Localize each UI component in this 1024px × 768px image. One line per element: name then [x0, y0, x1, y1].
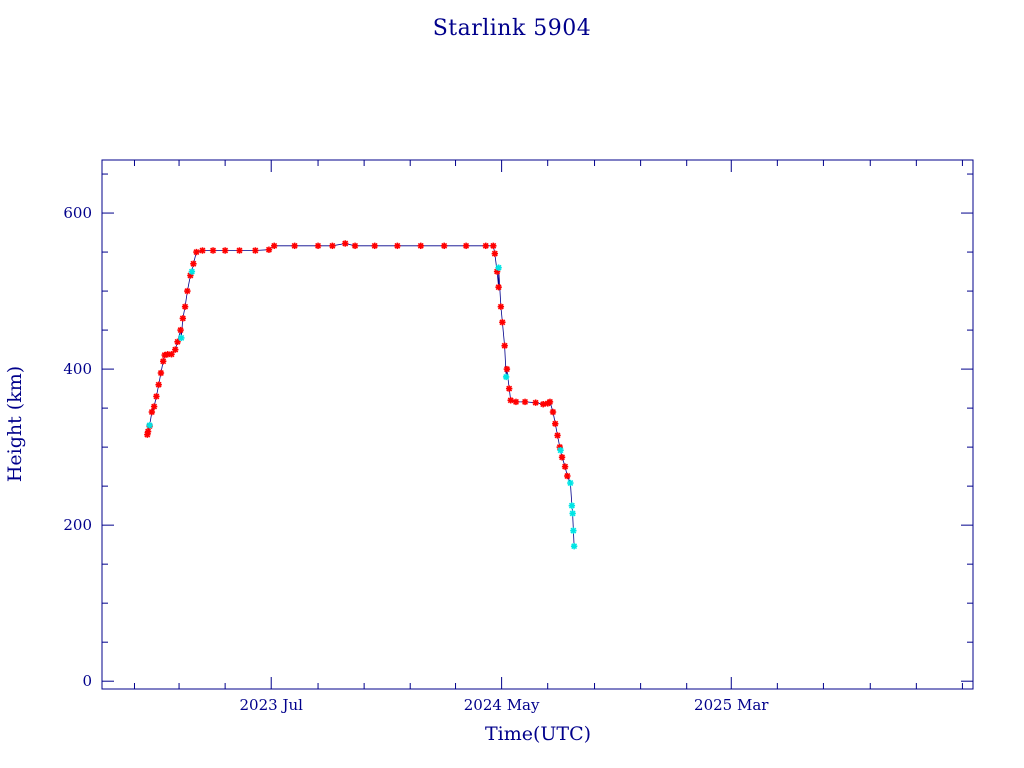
plot-frame — [101, 159, 974, 690]
data-point-main — [441, 242, 448, 250]
data-point-main — [144, 428, 152, 435]
data-point-highlight — [502, 373, 510, 381]
data-point-main — [181, 303, 189, 310]
x-tick-labels: 2023 Jul 2024 May 2025 Mar — [240, 696, 770, 714]
y-tick-label: 0 — [82, 672, 92, 690]
data-point-main — [499, 319, 506, 326]
data-point-main — [554, 432, 561, 439]
data-point-highlight — [568, 502, 576, 509]
data-point-main — [561, 463, 569, 470]
data-point-main — [153, 393, 160, 400]
x-axis-title: Time(UTC) — [485, 723, 591, 745]
data-point-main — [177, 326, 184, 334]
data-point-main — [549, 408, 557, 416]
y-axis-title: Height (km) — [4, 366, 26, 482]
data-point-main — [209, 247, 217, 254]
data-point-main — [168, 351, 175, 358]
data-point-main — [558, 454, 566, 461]
data-point-main — [184, 287, 191, 295]
data-point-highlight — [495, 264, 502, 271]
data-point-highlight — [146, 422, 153, 429]
data-point-main — [505, 385, 513, 392]
data-point-main — [236, 247, 243, 254]
data-point-highlight — [557, 447, 564, 454]
data-point-main — [193, 248, 200, 256]
data-point-main — [564, 472, 571, 480]
data-point-main — [532, 399, 539, 406]
data-point-main — [157, 369, 165, 377]
data-point-main — [462, 242, 470, 250]
y-tick-label: 600 — [63, 204, 92, 222]
trajectory-line — [146, 243, 575, 547]
y-tick-label: 200 — [63, 516, 92, 534]
data-point-main — [314, 242, 322, 250]
data-point-main — [150, 403, 158, 410]
data-point-main — [490, 242, 497, 250]
data-point-main — [495, 283, 502, 291]
y-tick-labels: 0 200 400 600 — [63, 204, 92, 690]
data-points — [144, 240, 578, 550]
data-point-main — [501, 342, 508, 349]
data-point-highlight — [569, 510, 576, 517]
x-tick-label: 2024 May — [464, 696, 540, 714]
y-tick-label: 400 — [63, 360, 92, 378]
data-point-main — [329, 242, 336, 250]
data-point-main — [394, 242, 401, 250]
data-point-main — [199, 247, 206, 254]
data-point-main — [417, 242, 424, 250]
data-point-highlight — [570, 543, 578, 550]
data-point-main — [371, 242, 378, 250]
chart-title: Starlink 5904 — [432, 16, 592, 41]
data-point-main — [190, 260, 197, 267]
data-point-main — [491, 250, 499, 257]
data-point-highlight — [570, 527, 577, 534]
data-point-main — [512, 398, 520, 406]
data-point-main — [179, 315, 187, 322]
data-point-main — [265, 246, 273, 253]
data-point-main — [148, 408, 156, 416]
data-point-main — [497, 303, 505, 310]
data-point-main — [291, 242, 298, 250]
data-point-highlight — [188, 268, 196, 275]
data-point-main — [342, 240, 349, 247]
data-point-main — [155, 381, 162, 388]
connector-line — [146, 243, 575, 547]
data-point-main — [552, 420, 559, 427]
data-point-main — [172, 346, 179, 353]
data-point-main — [159, 358, 167, 365]
x-tick-label: 2025 Mar — [694, 696, 769, 714]
x-tick-label: 2023 Jul — [240, 696, 304, 714]
data-point-main — [351, 242, 359, 250]
data-point-highlight — [178, 334, 185, 342]
data-point-main — [271, 242, 278, 250]
data-point-main — [507, 397, 514, 404]
data-point-main — [503, 365, 511, 373]
data-point-highlight — [567, 479, 574, 487]
data-point-main — [221, 247, 229, 254]
data-point-main — [546, 398, 554, 406]
axis-ticks — [102, 160, 973, 689]
data-point-main — [521, 398, 529, 406]
data-point-main — [252, 247, 259, 254]
data-point-main — [482, 242, 489, 250]
